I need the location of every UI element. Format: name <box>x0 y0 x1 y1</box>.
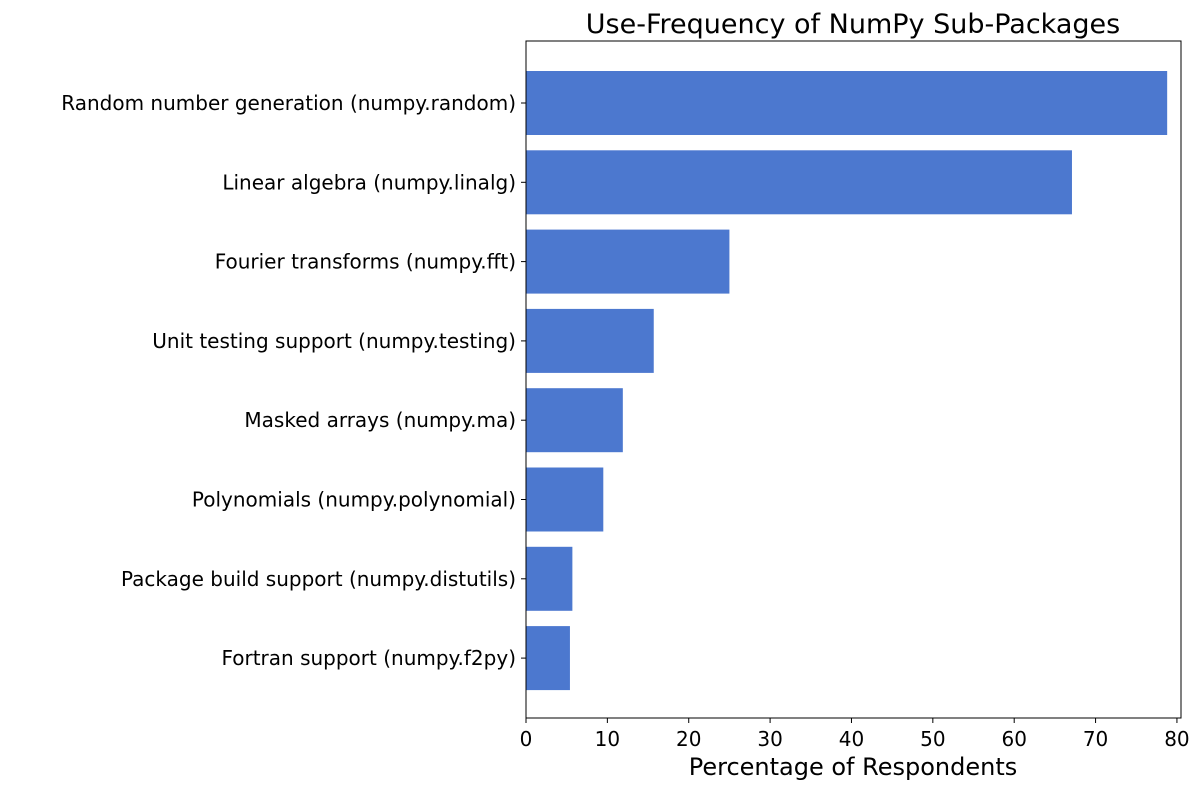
x-tick-label-2: 20 <box>676 727 701 751</box>
category-label-1: Linear algebra (numpy.linalg) <box>222 170 516 194</box>
bar-7 <box>526 626 570 691</box>
category-label-7: Fortran support (numpy.f2py) <box>221 646 516 670</box>
category-label-0: Random number generation (numpy.random) <box>61 91 516 115</box>
category-labels: Random number generation (numpy.random) L… <box>61 91 526 670</box>
x-ticks: 0 10 20 30 40 50 60 70 80 <box>520 718 1189 751</box>
category-label-4: Masked arrays (numpy.ma) <box>244 408 516 432</box>
x-tick-label-1: 10 <box>595 727 620 751</box>
category-label-5: Polynomials (numpy.polynomial) <box>192 488 516 512</box>
x-tick-label-5: 50 <box>920 727 945 751</box>
bars-group <box>526 71 1168 691</box>
bar-3 <box>526 308 654 373</box>
bar-0 <box>526 71 1168 135</box>
x-tick-label-4: 40 <box>839 727 864 751</box>
plot-frame <box>525 40 1182 719</box>
x-tick-label-3: 30 <box>757 727 782 751</box>
category-label-2: Fourier transforms (numpy.fft) <box>215 250 516 274</box>
bar-2 <box>526 229 730 294</box>
chart-title: Use-Frequency of NumPy Sub-Packages <box>586 9 1120 40</box>
x-tick-label-8: 80 <box>1164 727 1189 751</box>
category-label-6: Package build support (numpy.distutils) <box>121 567 516 591</box>
bar-4 <box>526 388 623 453</box>
bar-5 <box>526 467 604 532</box>
x-tick-label-6: 60 <box>1001 727 1026 751</box>
x-tick-label-7: 70 <box>1083 727 1108 751</box>
bar-6 <box>526 546 573 611</box>
category-label-3: Unit testing support (numpy.testing) <box>152 329 516 353</box>
bar-1 <box>526 150 1072 215</box>
x-tick-label-0: 0 <box>520 727 533 751</box>
x-axis-label: Percentage of Respondents <box>689 753 1018 781</box>
